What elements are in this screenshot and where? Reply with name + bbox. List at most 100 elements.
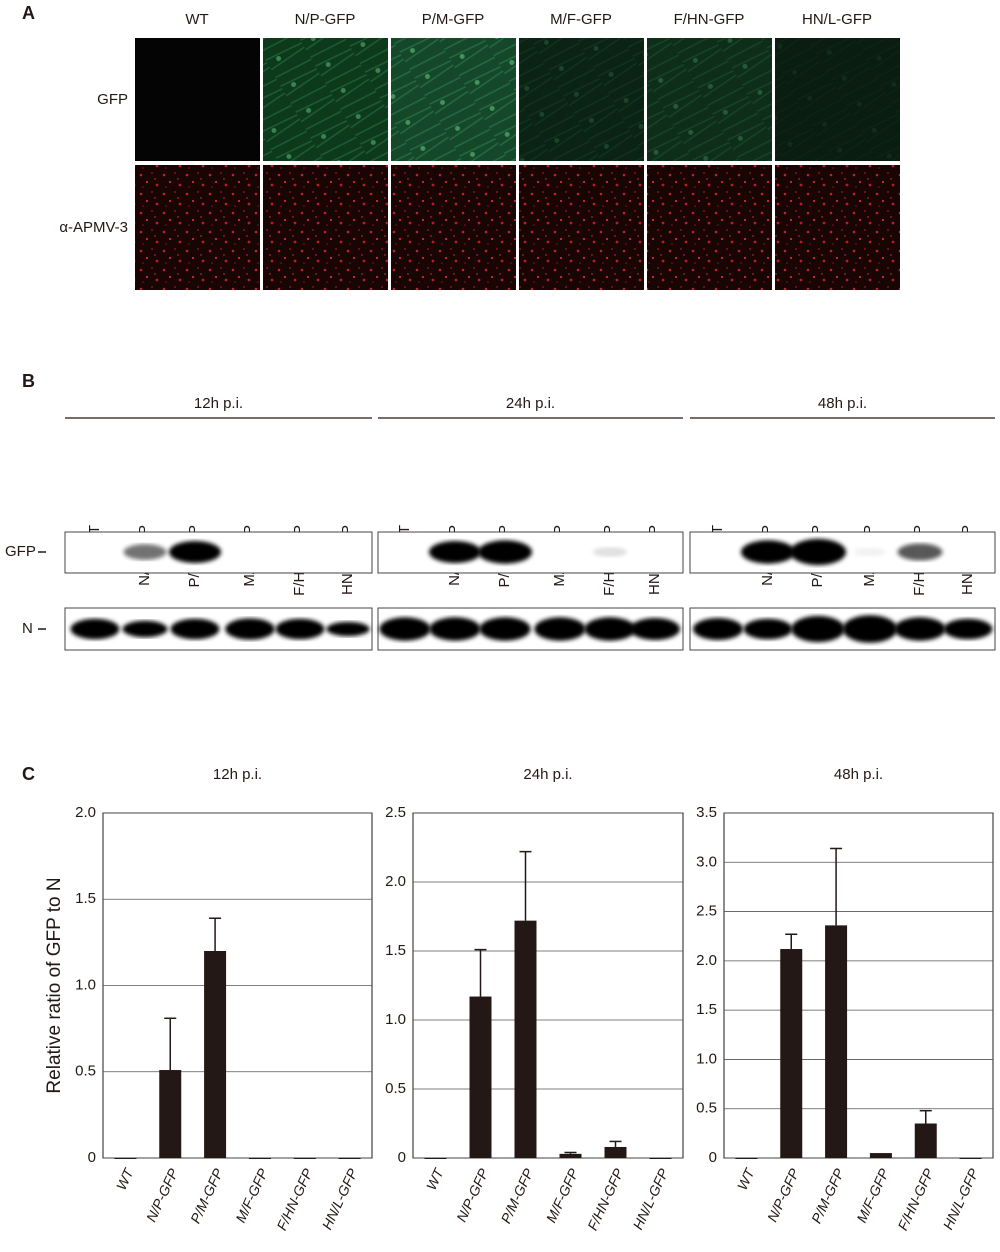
column-label: P/M-GFP: [422, 11, 485, 28]
x-tick-label: M/F-GFP: [853, 1165, 892, 1225]
bar: [338, 1158, 361, 1159]
x-tick-label: WT: [734, 1165, 758, 1193]
micrograph: [519, 165, 644, 290]
y-tick-label: 0.5: [385, 1080, 406, 1097]
y-tick-label: 0: [709, 1149, 717, 1166]
micrograph-texture: [263, 38, 388, 161]
micrograph-texture: [519, 38, 644, 161]
band: [379, 617, 431, 641]
y-axis-label: Relative ratio of GFP to N: [44, 877, 65, 1093]
column-label: HN/L-GFP: [802, 11, 872, 28]
error-bar: [564, 1151, 577, 1154]
column-label: WT: [185, 11, 208, 28]
band: [170, 618, 220, 640]
column-label: M/F-GFP: [550, 11, 612, 28]
y-tick-label: 1.0: [75, 976, 96, 993]
band: [842, 615, 898, 643]
y-tick-label: 2.0: [75, 804, 96, 821]
row-label: α-APMV-3: [59, 219, 128, 236]
bar: [559, 1153, 582, 1158]
chart-title: 24h p.i.: [523, 766, 572, 783]
band: [275, 618, 325, 640]
band: [853, 547, 887, 557]
y-tick-label: 2.0: [385, 873, 406, 890]
row-label: GFP: [5, 543, 36, 560]
error-bar: [519, 850, 532, 921]
column-label: N/P-GFP: [295, 11, 356, 28]
y-tick-label: 0: [88, 1149, 96, 1166]
micrograph-texture: [391, 38, 516, 161]
y-tick-label: 0: [398, 1149, 406, 1166]
band: [630, 618, 680, 640]
micrograph: [135, 38, 260, 161]
band: [123, 544, 167, 560]
bar: [469, 996, 492, 1158]
panel-label: B: [22, 371, 35, 391]
y-tick-label: 1.0: [385, 1011, 406, 1028]
bar: [248, 1158, 271, 1159]
micrograph-texture: [647, 38, 772, 161]
bar: [514, 920, 537, 1158]
row-label: GFP: [97, 91, 128, 108]
plot-frame: [723, 812, 994, 1159]
column-label: F/HN-GFP: [674, 11, 745, 28]
error-bar: [474, 948, 487, 997]
bar: [424, 1158, 447, 1159]
error-bar: [830, 847, 843, 926]
band: [943, 618, 993, 640]
error-bar: [164, 1017, 177, 1071]
chart-title: 48h p.i.: [834, 766, 883, 783]
x-tick-label: F/HN-GFP: [894, 1165, 937, 1232]
x-tick-label: WT: [423, 1165, 447, 1193]
band: [693, 618, 743, 640]
x-tick-label: HN/L-GFP: [940, 1165, 982, 1232]
x-tick-label: P/M-GFP: [497, 1165, 536, 1225]
bar: [735, 1158, 758, 1159]
y-tick-label: 2.5: [385, 804, 406, 821]
x-tick-label: N/P-GFP: [143, 1165, 182, 1224]
y-tick-label: 3.0: [696, 853, 717, 870]
band: [534, 617, 586, 641]
row-label: N: [22, 620, 33, 637]
bar: [825, 925, 848, 1158]
bar: [959, 1158, 982, 1159]
error-bar: [785, 933, 798, 950]
x-tick-label: M/F-GFP: [543, 1165, 582, 1225]
chart-title: 12h p.i.: [213, 766, 262, 783]
x-tick-label: M/F-GFP: [232, 1165, 271, 1225]
bar: [293, 1158, 316, 1159]
band: [169, 541, 221, 563]
x-tick-label: HN/L-GFP: [319, 1165, 361, 1232]
y-tick-label: 2.5: [696, 903, 717, 920]
x-tick-label: P/M-GFP: [808, 1165, 847, 1225]
x-tick-label: N/P-GFP: [764, 1165, 803, 1224]
x-tick-label: N/P-GFP: [453, 1165, 492, 1224]
y-tick-label: 0.5: [75, 1063, 96, 1080]
bar: [780, 949, 803, 1158]
error-bar: [609, 1140, 622, 1147]
plot-frame: [412, 812, 684, 1159]
error-bar: [209, 917, 222, 951]
band: [478, 540, 532, 564]
band: [70, 618, 120, 640]
bar: [604, 1146, 627, 1158]
panel-label: C: [22, 764, 35, 784]
error-bar: [919, 1109, 932, 1124]
x-tick-label: WT: [113, 1165, 137, 1193]
bar: [159, 1070, 182, 1158]
micrograph: [263, 165, 388, 290]
x-tick-label: F/HN-GFP: [273, 1165, 316, 1232]
micrograph: [135, 165, 260, 290]
micrograph: [775, 165, 900, 290]
y-tick-label: 1.5: [75, 890, 96, 907]
bar: [914, 1123, 937, 1158]
panel-label: A: [22, 3, 35, 23]
band: [743, 618, 793, 640]
band: [592, 547, 628, 557]
bar: [649, 1158, 672, 1159]
band: [429, 617, 481, 641]
group-title: 48h p.i.: [818, 395, 867, 412]
x-tick-label: HN/L-GFP: [629, 1165, 671, 1232]
bar: [114, 1158, 137, 1159]
